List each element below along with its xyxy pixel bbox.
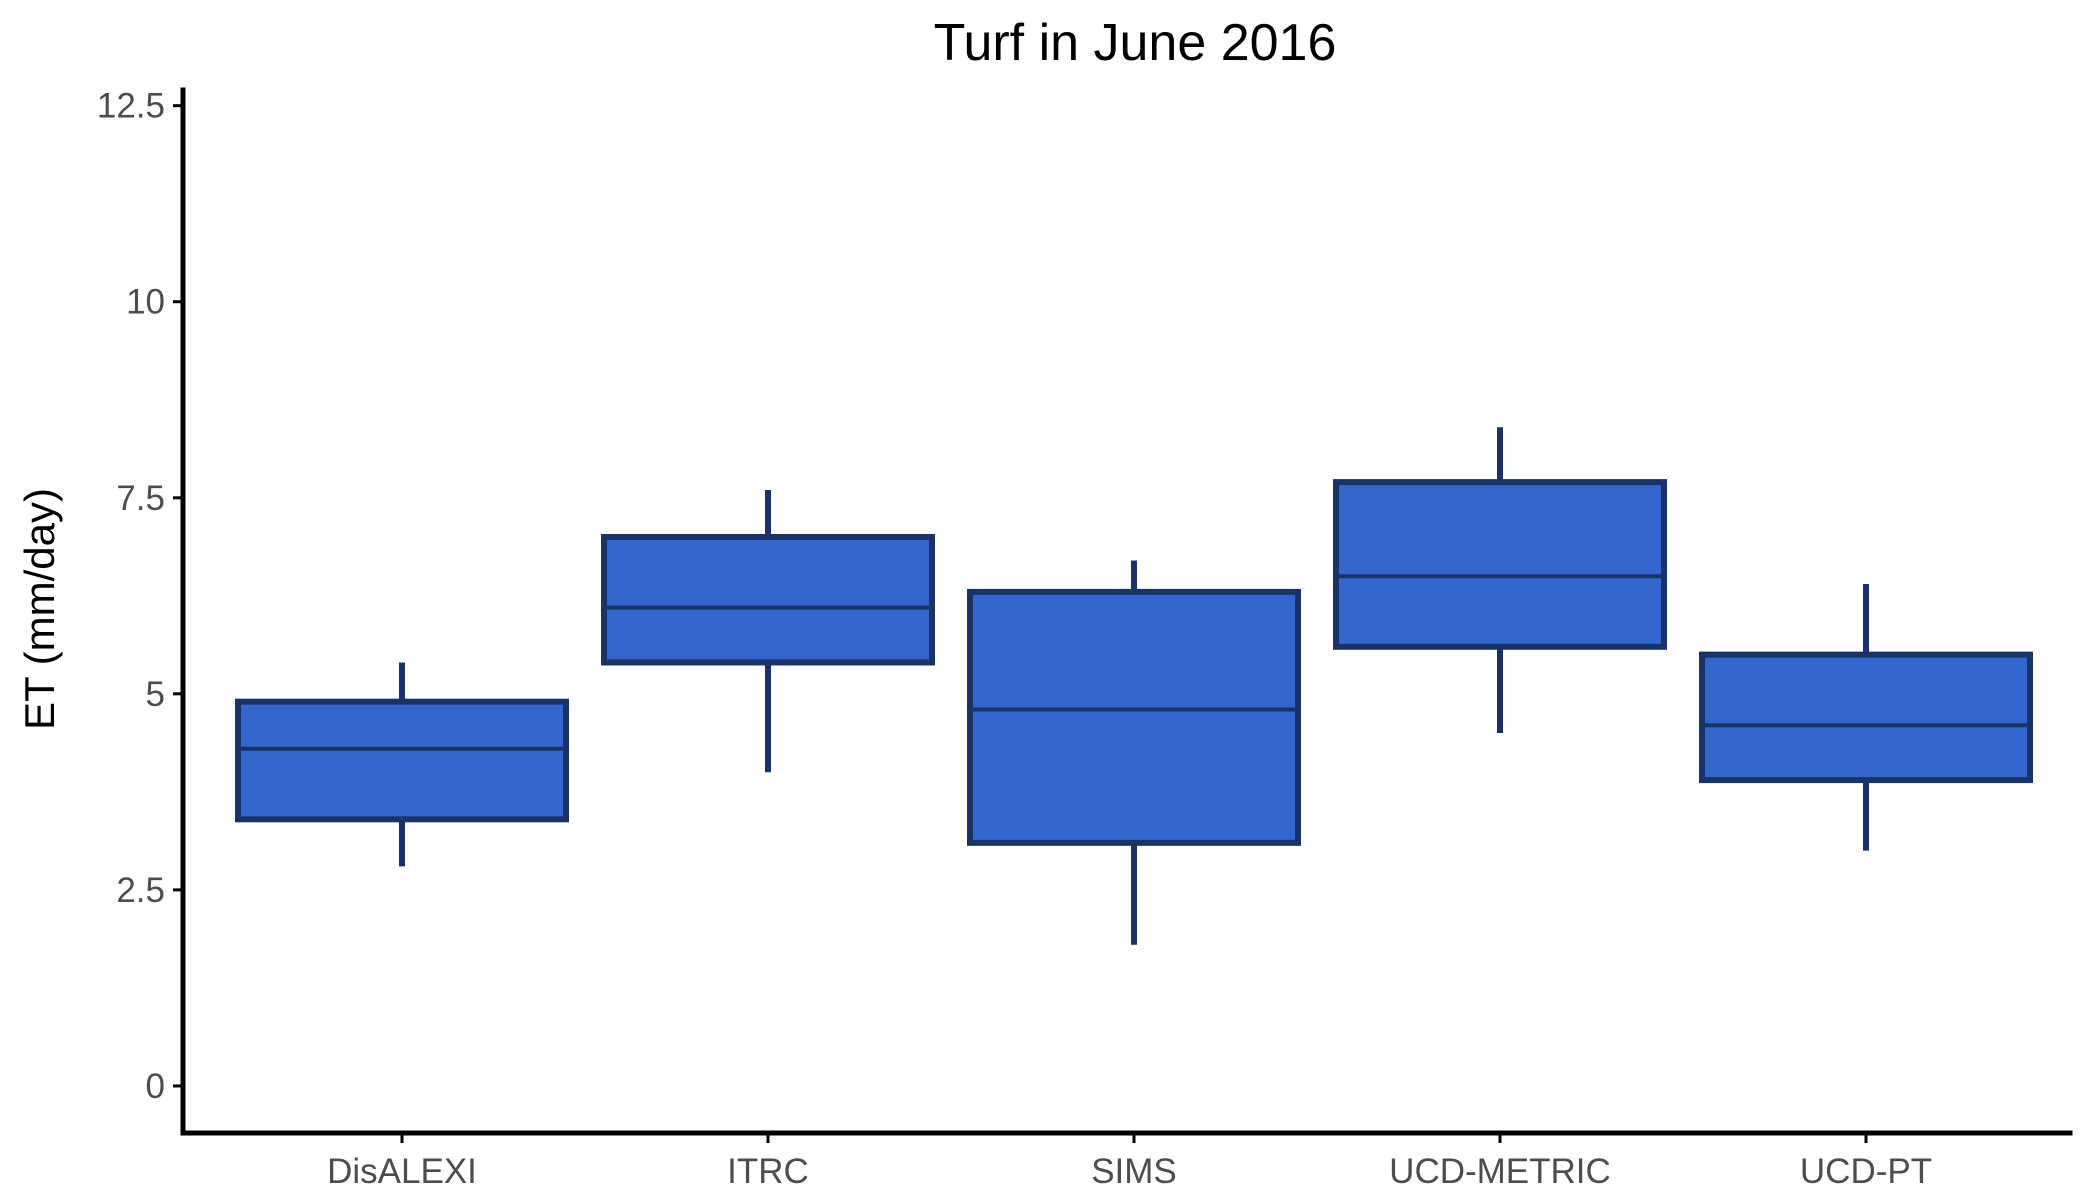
y-axis-label: ET (mm/day) xyxy=(16,488,63,730)
y-tick-label: 5 xyxy=(146,675,165,714)
y-tick-label: 12.5 xyxy=(97,87,165,126)
box-iqr xyxy=(1333,479,1667,650)
x-tick-label: UCD-PT xyxy=(1800,1152,1932,1191)
x-tick-label: SIMS xyxy=(1091,1152,1177,1191)
box-iqr xyxy=(967,588,1301,846)
box-iqr xyxy=(1699,651,2033,784)
y-tick-label: 10 xyxy=(126,283,165,322)
plot-area: 0 2.5 5 7.5 10 12.5 DisALEXI ITRC SIMS UCD-METRIC… xyxy=(97,87,2073,1191)
y-tick-label: 2.5 xyxy=(116,871,165,910)
box-iqr xyxy=(235,698,569,823)
chart-title: Turf in June 2016 xyxy=(934,14,1337,72)
y-tick-label: 7.5 xyxy=(116,479,165,518)
x-tick-label: DisALEXI xyxy=(327,1152,477,1191)
box-iqr xyxy=(601,534,935,666)
x-tick-label: ITRC xyxy=(727,1152,809,1191)
x-tick-label: UCD-METRIC xyxy=(1389,1152,1611,1191)
y-tick-label: 0 xyxy=(146,1067,165,1106)
